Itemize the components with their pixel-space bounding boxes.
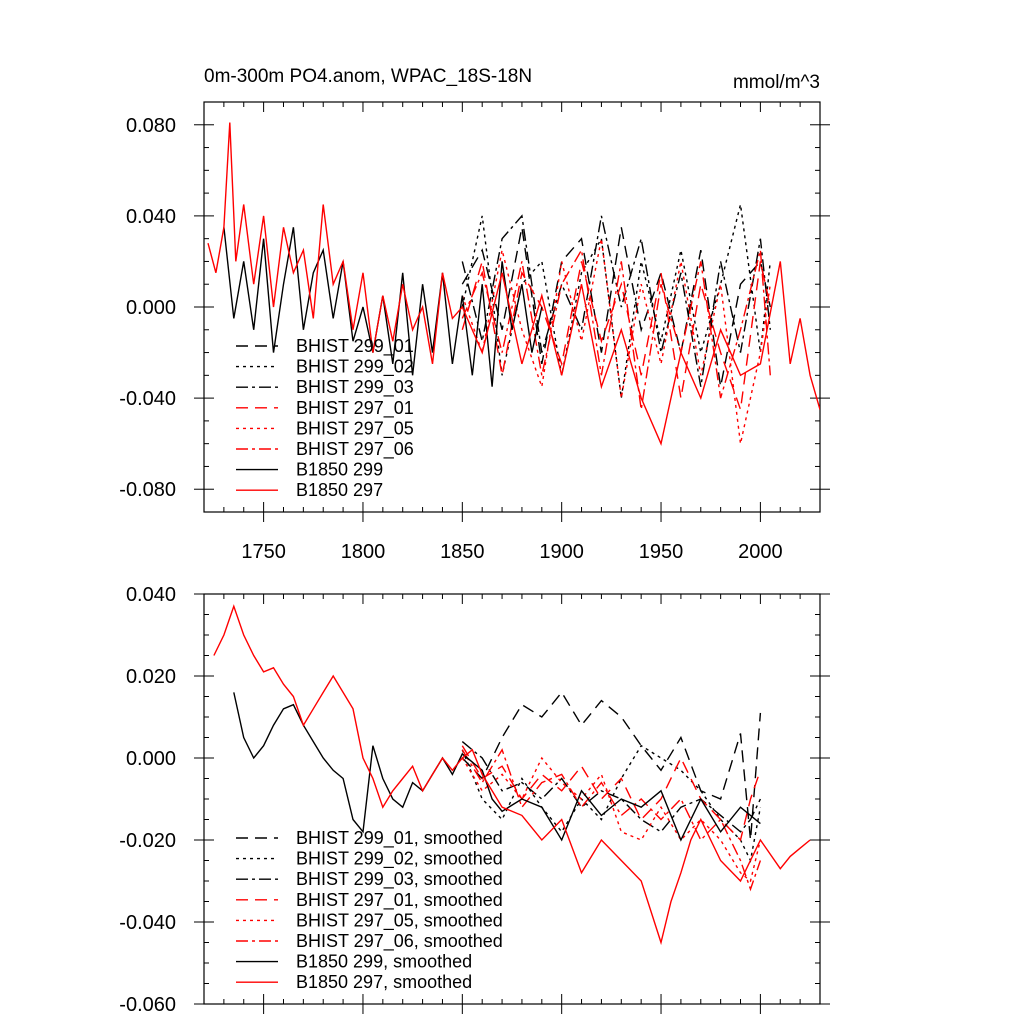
legend-label: BHIST 299_02 xyxy=(296,357,414,378)
series-line xyxy=(461,741,762,833)
legend-label: BHIST 299_03, smoothed xyxy=(296,869,503,890)
x-tick-label: 1750 xyxy=(241,541,286,563)
series-line xyxy=(461,261,771,410)
series-group xyxy=(213,604,811,946)
series-line xyxy=(461,691,762,841)
series-line xyxy=(461,748,762,892)
y-tick-label: -0.040 xyxy=(119,388,176,410)
legend-label: BHIST 297_01 xyxy=(296,398,414,419)
legend-label: BHIST 297_06 xyxy=(296,439,414,460)
legend-label: B1850 299 xyxy=(296,460,383,480)
legend-label: B1850 297, smoothed xyxy=(296,972,472,992)
series-line xyxy=(233,692,761,842)
x-tick-label: 1900 xyxy=(539,541,584,563)
series-line xyxy=(461,248,771,410)
y-tick-label: -0.020 xyxy=(119,830,176,852)
x-tick-label: 1950 xyxy=(639,541,684,563)
legend-label: BHIST 299_01 xyxy=(296,336,414,357)
series-line xyxy=(461,227,771,387)
legend-label: BHIST 297_05, smoothed xyxy=(296,910,503,931)
y-tick-label: -0.060 xyxy=(119,994,176,1016)
y-tick-label: 0.000 xyxy=(126,297,176,319)
legend-label: BHIST 297_01, smoothed xyxy=(296,890,503,911)
y-tick-label: 0.040 xyxy=(126,206,176,228)
legend-label: B1850 297 xyxy=(296,480,383,500)
x-tick-label: 1800 xyxy=(341,541,386,563)
series-line xyxy=(461,238,771,444)
series-line xyxy=(213,604,811,946)
y-tick-label: 0.040 xyxy=(126,584,176,606)
series-line xyxy=(207,122,820,446)
series-group xyxy=(207,122,820,446)
series-line xyxy=(461,756,762,883)
x-tick-label: 1850 xyxy=(440,541,485,563)
bottom-panel: 0.040 0.020 0.000 -0.020 -0.040 -0.060 BHIST 2… xyxy=(119,584,830,1016)
y-tick-label: 0.020 xyxy=(126,666,176,688)
legend-label: BHIST 299_03 xyxy=(296,377,414,398)
series-line xyxy=(461,214,771,387)
chart-title: 0m-300m PO4.anom, WPAC_18S-18N xyxy=(204,66,532,87)
legend-label: BHIST 297_06, smoothed xyxy=(296,931,503,952)
legend-label: BHIST 299_01, smoothed xyxy=(296,828,503,849)
top-panel: 1750 1800 1850 1900 1950 2000 0.080 0.040 0.000 -… xyxy=(119,101,830,563)
legend-label: B1850 299, smoothed xyxy=(296,952,472,972)
units-label: mmol/m^3 xyxy=(733,72,820,93)
legend-label: BHIST 297_05 xyxy=(296,418,414,439)
series-line xyxy=(461,745,762,842)
legend-label: BHIST 299_02, smoothed xyxy=(296,849,503,870)
y-tick-label: -0.040 xyxy=(119,912,176,934)
x-tick-label: 2000 xyxy=(738,541,783,563)
y-tick-label: -0.080 xyxy=(119,479,176,501)
y-tick-label: 0.080 xyxy=(126,115,176,137)
y-tick-label: 0.000 xyxy=(126,748,176,770)
